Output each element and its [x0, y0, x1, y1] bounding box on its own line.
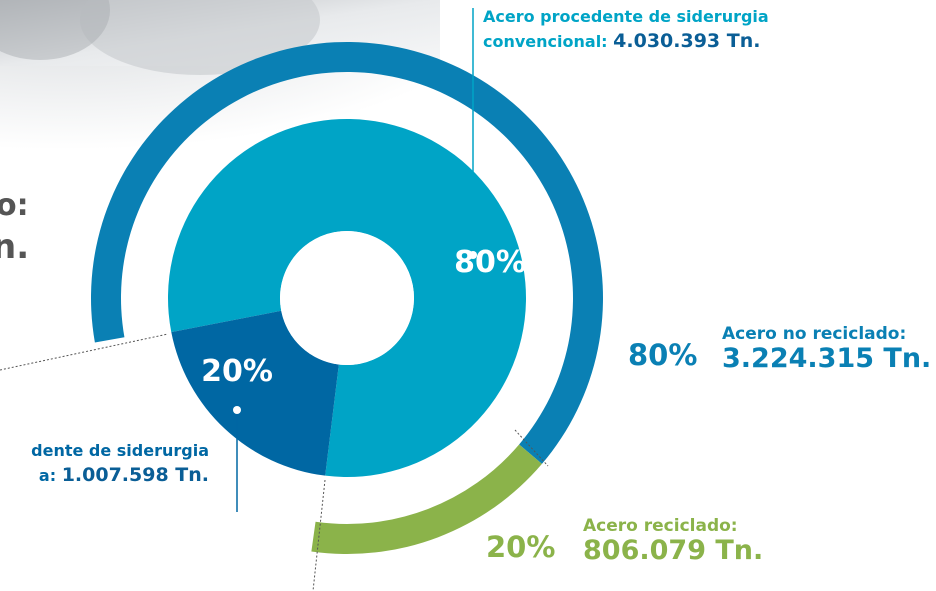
- slice-caption: convencional: 4.030.393 Tn.: [483, 30, 760, 52]
- slice-label: 80%: [454, 245, 526, 280]
- pie-slice: [167, 118, 526, 478]
- dotted-leader: [312, 479, 326, 591]
- slice-label: 20%: [201, 354, 273, 389]
- leader-dot: [233, 406, 241, 414]
- donut-hole: [280, 231, 414, 365]
- caption-text: a:: [39, 466, 56, 485]
- dotted-leader: [0, 333, 169, 371]
- donut-chart: 80% Acero no reciclado:3.224.315 Tn. 20% Ac…: [31, 7, 931, 566]
- dotted-leader: [514, 429, 549, 467]
- slice-caption: a: 1.007.598 Tn.: [39, 464, 209, 486]
- photo-roll: [80, 0, 320, 75]
- caption-text: convencional:: [483, 32, 608, 51]
- ring-percent: 80%: [628, 338, 697, 372]
- ring-amount: 3.224.315 Tn.: [722, 343, 931, 374]
- ring-caption: Acero reciclado:: [583, 516, 738, 536]
- caption-amount: 4.030.393 Tn.: [613, 30, 760, 52]
- slice-caption: Acero procedente de siderurgia: [483, 7, 769, 26]
- slice-caption: dente de siderurgia: [31, 441, 209, 460]
- ring-segment: [91, 42, 604, 464]
- leader-dot: [469, 251, 477, 259]
- caption-amount: 1.007.598 Tn.: [62, 464, 209, 486]
- side-text: n.: [0, 227, 29, 267]
- ring-caption: Acero no reciclado:: [722, 324, 906, 344]
- ring-segment: [311, 444, 542, 554]
- photo-roll: [0, 0, 110, 60]
- pie-slice: [171, 310, 339, 476]
- side-text: o:: [0, 188, 29, 223]
- ring-amount: 806.079 Tn.: [583, 535, 763, 566]
- ring-percent: 20%: [486, 530, 555, 564]
